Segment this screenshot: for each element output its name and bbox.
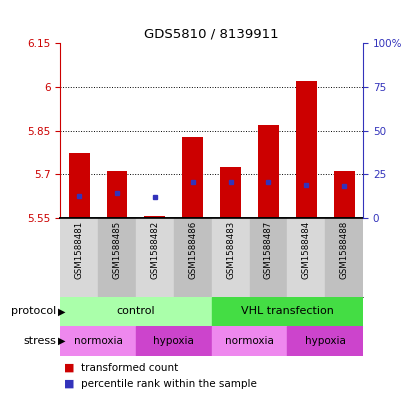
Text: control: control [117, 307, 155, 316]
Bar [174, 218, 212, 297]
Bar [107, 171, 127, 218]
Text: hypoxia: hypoxia [154, 336, 194, 346]
Text: hypoxia: hypoxia [305, 336, 346, 346]
Bar [136, 326, 212, 356]
Text: GSM1588488: GSM1588488 [340, 220, 349, 279]
Bar [249, 218, 287, 297]
Bar [182, 136, 203, 218]
Bar [212, 326, 287, 356]
Text: stress: stress [23, 336, 56, 346]
Bar [325, 218, 363, 297]
Text: GSM1588481: GSM1588481 [75, 220, 83, 279]
Bar [60, 218, 98, 297]
Bar [60, 326, 136, 356]
Bar [144, 216, 165, 218]
Text: GSM1588482: GSM1588482 [150, 220, 159, 279]
Text: GSM1588484: GSM1588484 [302, 220, 311, 279]
Bar [296, 81, 317, 218]
Bar [220, 167, 241, 218]
Text: normoxia: normoxia [73, 336, 122, 346]
Text: GSM1588485: GSM1588485 [112, 220, 122, 279]
Bar [136, 218, 174, 297]
Bar [98, 218, 136, 297]
Bar [212, 218, 249, 297]
Text: ■: ■ [64, 379, 75, 389]
Text: GSM1588483: GSM1588483 [226, 220, 235, 279]
Text: ■: ■ [64, 363, 75, 373]
Bar [69, 152, 90, 218]
Bar [212, 297, 363, 326]
Bar [60, 297, 212, 326]
Text: normoxia: normoxia [225, 336, 274, 346]
Text: protocol: protocol [11, 307, 56, 316]
Bar [258, 125, 279, 218]
Text: GSM1588487: GSM1588487 [264, 220, 273, 279]
Text: VHL transfection: VHL transfection [241, 307, 334, 316]
Bar [287, 326, 363, 356]
Text: percentile rank within the sample: percentile rank within the sample [81, 379, 257, 389]
Bar [334, 171, 354, 218]
Text: transformed count: transformed count [81, 363, 178, 373]
Bar [287, 218, 325, 297]
Text: ▶: ▶ [58, 307, 66, 316]
Title: GDS5810 / 8139911: GDS5810 / 8139911 [144, 28, 279, 40]
Text: ▶: ▶ [58, 336, 66, 346]
Text: GSM1588486: GSM1588486 [188, 220, 197, 279]
